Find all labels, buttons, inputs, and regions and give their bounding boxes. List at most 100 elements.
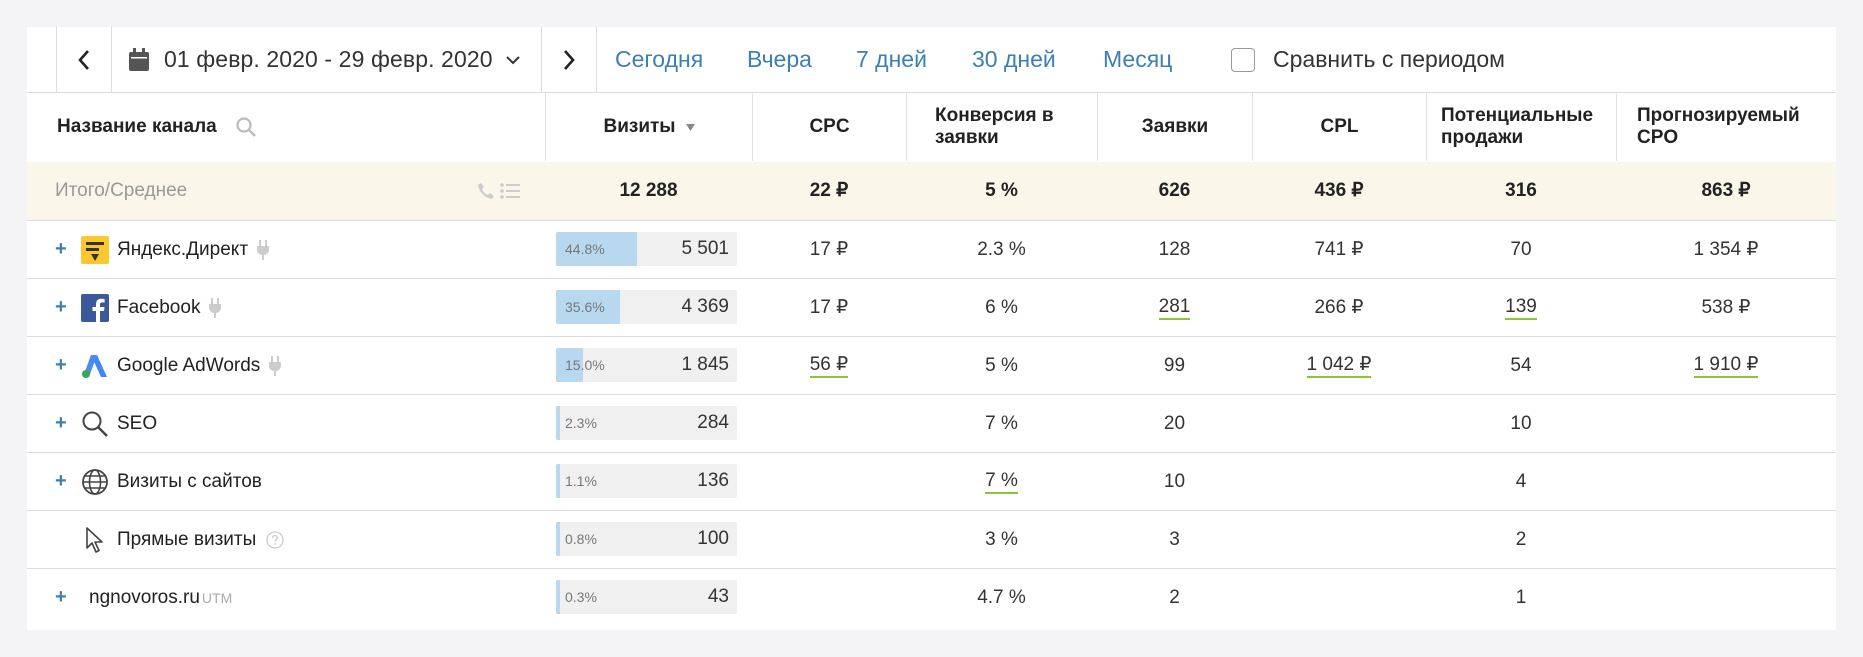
chevron-left-icon <box>78 49 89 70</box>
total-cpo: 863 ₽ <box>1701 180 1751 201</box>
table-row[interactable]: + Яндекс.Директ 44.8% 5 501 17 ₽ 2.3 % 1… <box>27 220 1836 278</box>
visits-value: 4 369 <box>681 296 729 317</box>
cpo-value <box>1616 395 1836 452</box>
expand-button[interactable]: + <box>55 586 67 608</box>
cpc-cell: 56 ₽ <box>752 337 906 394</box>
header-potential-sales[interactable]: Потенциальные продажи <box>1426 93 1616 161</box>
conversion-value[interactable]: 7 % <box>985 470 1018 494</box>
cpc-value: 17 ₽ <box>809 297 849 318</box>
cpl-value <box>1252 569 1426 626</box>
channel-name[interactable]: Прямые визиты <box>117 528 257 550</box>
table-row[interactable]: + Визиты с сайтов 1.1% 136 7 % 10 4 <box>27 452 1836 510</box>
leads-value[interactable]: 281 <box>1158 296 1191 320</box>
globe-icon <box>82 468 108 495</box>
cpo-value <box>1616 511 1836 568</box>
channel-name[interactable]: ngnovoros.ru <box>89 586 200 608</box>
compare-period-toggle[interactable]: Сравнить с периодом <box>1231 27 1505 92</box>
expand-button[interactable]: + <box>55 296 67 318</box>
cpl-value[interactable]: 1 042 ₽ <box>1306 354 1372 378</box>
period-today-link[interactable]: Сегодня <box>615 46 704 72</box>
expand-button[interactable]: + <box>55 412 67 434</box>
cpc-value[interactable]: 56 ₽ <box>809 354 849 378</box>
cpl-value: 266 ₽ <box>1314 297 1364 318</box>
period-7-days-link[interactable]: 7 дней <box>856 46 927 72</box>
cpo-value <box>1616 453 1836 510</box>
leads-value: 20 <box>1163 412 1186 434</box>
plug-icon <box>257 239 270 260</box>
cpo-value[interactable]: 1 910 ₽ <box>1693 354 1759 378</box>
total-label: Итого/Среднее <box>55 179 188 201</box>
channel-cell: + ngnovoros.ru UTM <box>55 569 232 626</box>
search-icon[interactable] <box>235 116 257 138</box>
cpl-value <box>1252 395 1426 452</box>
list-icon[interactable] <box>499 182 521 200</box>
total-cpl: 436 ₽ <box>1314 180 1364 201</box>
header-leads-label: Заявки <box>1141 116 1209 137</box>
channel-name[interactable]: Визиты с сайтов <box>117 470 262 492</box>
channel-name[interactable]: Яндекс.Директ <box>117 238 249 260</box>
visits-value: 43 <box>707 586 729 607</box>
help-icon[interactable] <box>266 530 284 549</box>
channel-cell: + Google AdWords <box>55 337 282 394</box>
total-potential: 316 <box>1505 179 1537 201</box>
table-row[interactable]: Прямые визиты 0.8% 100 3 % 3 2 <box>27 510 1836 568</box>
period-yesterday-link[interactable]: Вчера <box>747 46 812 72</box>
date-range-picker[interactable]: 01 февр. 2020 - 29 февр. 2020 <box>110 27 538 92</box>
report-panel: 01 февр. 2020 - 29 февр. 2020 Сегодня Вч… <box>27 27 1836 630</box>
expand-button[interactable]: + <box>55 354 67 376</box>
visits-value[interactable]: 5 501 <box>681 232 729 266</box>
table-row[interactable]: + Google AdWords 15.0% 1 845 56 ₽ 5 % 99… <box>27 336 1836 394</box>
header-visits[interactable]: Визиты <box>545 93 752 161</box>
calendar-icon <box>129 47 149 71</box>
header-cpl-label: CPL <box>1320 116 1359 137</box>
conversion-value: 6 % <box>985 296 1018 318</box>
prev-period-button[interactable] <box>56 27 112 92</box>
potential-value: 54 <box>1510 354 1532 376</box>
table-row[interactable]: + SEO 2.3% 284 7 % 20 10 <box>27 394 1836 452</box>
visits-share-percent: 2.3% <box>565 415 597 431</box>
compare-checkbox[interactable] <box>1231 47 1255 72</box>
expand-button[interactable]: + <box>55 238 67 260</box>
phone-icon[interactable] <box>477 182 495 200</box>
visits-share-fill <box>556 348 583 382</box>
header-cpc[interactable]: CPC <box>752 93 906 161</box>
potential-value: 1 <box>1515 586 1527 608</box>
header-forecast-cpo[interactable]: Прогнозируемый CPO <box>1616 93 1836 161</box>
visits-share-percent: 44.8% <box>565 241 605 257</box>
compare-label: Сравнить с периодом <box>1273 46 1505 72</box>
visits-share-percent: 35.6% <box>565 299 605 315</box>
cpl-value: 741 ₽ <box>1314 239 1364 260</box>
visits-share-bar: 0.8% 100 <box>556 522 737 556</box>
header-cpo-label: Прогнозируемый CPO <box>1637 105 1800 148</box>
cpc-value <box>752 569 906 626</box>
cpl-cell: 1 042 ₽ <box>1252 337 1426 394</box>
header-conversion[interactable]: Конверсия в заявки <box>906 93 1097 161</box>
cursor-icon <box>86 526 103 553</box>
header-leads[interactable]: Заявки <box>1097 93 1252 161</box>
header-visits-label: Визиты <box>603 116 676 137</box>
table-row[interactable]: + Facebook 35.6% 4 369 17 ₽ 6 % 281 266 … <box>27 278 1836 336</box>
visits-value: 100 <box>697 528 729 549</box>
total-conversion: 5 % <box>985 179 1018 201</box>
visits-share-bar: 0.3% 43 <box>556 580 737 614</box>
expand-button[interactable]: + <box>55 470 67 492</box>
table-row[interactable]: + ngnovoros.ru UTM 0.3% 43 4.7 % 2 1 <box>27 568 1836 626</box>
next-period-button[interactable] <box>541 27 597 92</box>
cpl-value <box>1252 511 1426 568</box>
header-cpc-label: CPC <box>809 116 850 137</box>
channel-name[interactable]: SEO <box>117 412 158 434</box>
conversion-value: 5 % <box>985 354 1018 376</box>
date-range-text: 01 февр. 2020 - 29 февр. 2020 <box>164 46 493 72</box>
potential-value: 4 <box>1515 470 1527 492</box>
channel-name[interactable]: Facebook <box>117 296 201 318</box>
conversion-value: 7 % <box>985 412 1018 434</box>
potential-value[interactable]: 139 <box>1505 296 1537 320</box>
period-month-link[interactable]: Месяц <box>1103 46 1173 72</box>
period-30-days-link[interactable]: 30 дней <box>972 46 1056 72</box>
total-row: Итого/Среднее 12 288 22 ₽ 5 % 626 436 ₽ … <box>27 162 1836 220</box>
channel-name[interactable]: Google AdWords <box>117 354 261 376</box>
potential-value: 70 <box>1510 238 1532 260</box>
visits-share-bar: 2.3% 284 <box>556 406 737 440</box>
cpc-value: 17 ₽ <box>809 239 849 260</box>
header-cpl[interactable]: CPL <box>1252 93 1426 161</box>
